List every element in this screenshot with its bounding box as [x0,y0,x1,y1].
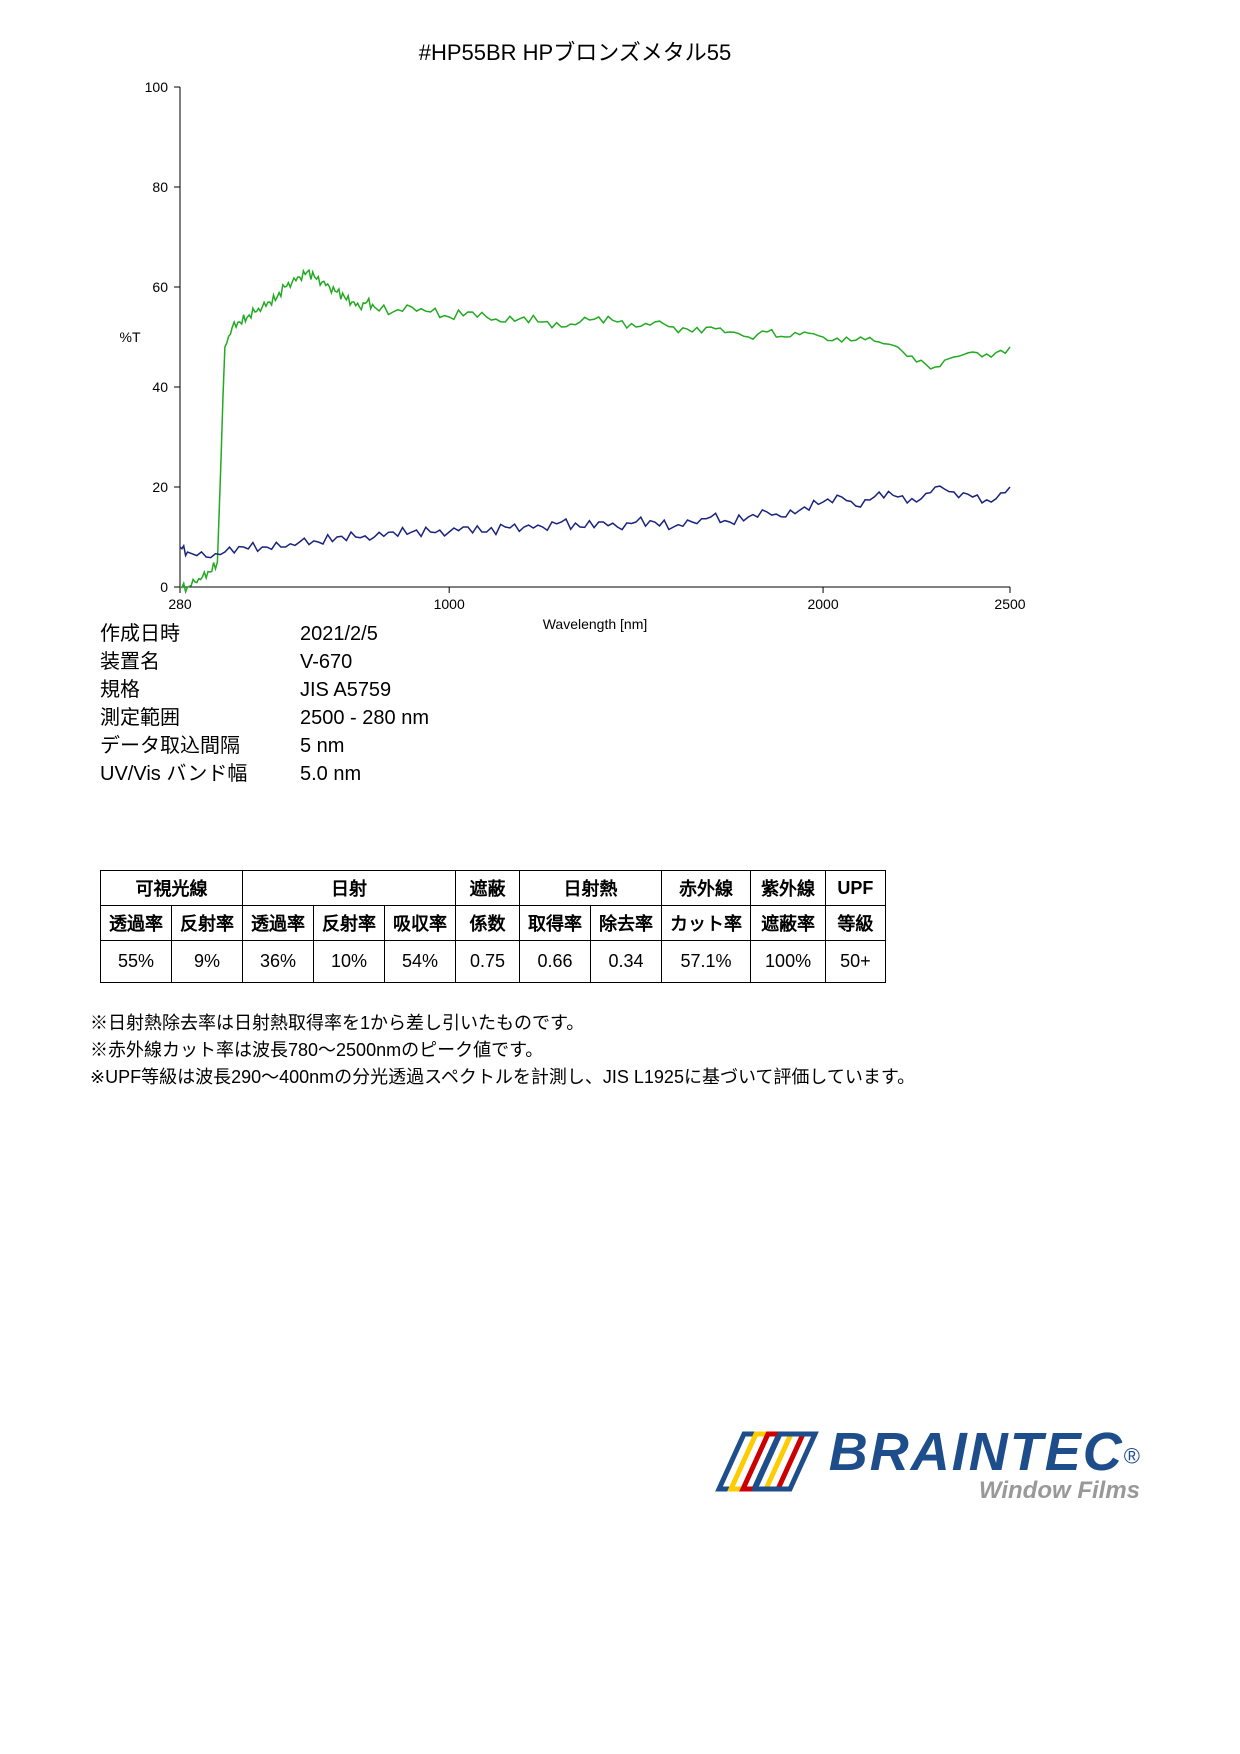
logo-main-text: BRAINTEC [829,1422,1124,1482]
table-header-col: 取得率 [520,906,591,941]
table-cell: 0.75 [456,941,520,983]
svg-text:20: 20 [152,479,168,495]
table-cell: 9% [172,941,243,983]
table-cell: 55% [101,941,172,983]
table-header-group: UPF [826,871,886,906]
table-header-col: 除去率 [591,906,662,941]
table-header-col: 遮蔽率 [751,906,826,941]
note-line: ※UPF等級は波長290～400nmの分光透過スペクトルを計測し、JIS L19… [90,1064,915,1091]
notes-block: ※日射熱除去率は日射熱取得率を1から差し引いたものです。※赤外線カット率は波長7… [90,1010,915,1091]
metadata-block: 作成日時2021/2/5装置名V-670規格JIS A5759測定範囲2500 … [100,620,429,788]
table-header-group: 紫外線 [751,871,826,906]
svg-text:0: 0 [160,579,168,595]
metadata-value: 5.0 nm [300,760,361,788]
table-cell: 57.1% [662,941,751,983]
metadata-value: 2021/2/5 [300,620,378,648]
svg-text:1000: 1000 [434,596,465,612]
table-header-col: 透過率 [243,906,314,941]
table-header-group: 日射 [243,871,456,906]
metadata-label: データ取込間隔 [100,732,300,760]
logo: BRAINTEC® Window Films [709,1424,1140,1504]
svg-text:280: 280 [168,596,192,612]
svg-text:80: 80 [152,179,168,195]
table-header-group: 赤外線 [662,871,751,906]
table-header-col: 反射率 [314,906,385,941]
metadata-row: 規格JIS A5759 [100,676,429,704]
table-cell: 50+ [826,941,886,983]
svg-text:100: 100 [145,79,169,95]
metadata-value: 2500 - 280 nm [300,704,429,732]
logo-icon [709,1424,819,1504]
svg-text:2500: 2500 [994,596,1025,612]
svg-text:60: 60 [152,279,168,295]
table-cell: 0.66 [520,941,591,983]
metadata-row: 作成日時2021/2/5 [100,620,429,648]
metadata-row: UV/Vis バンド幅5.0 nm [100,760,429,788]
svg-text:Wavelength [nm]: Wavelength [nm] [543,616,648,632]
table-header-col: 係数 [456,906,520,941]
metadata-label: 装置名 [100,648,300,676]
table-cell: 10% [314,941,385,983]
metadata-label: 規格 [100,676,300,704]
table-header-col: 等級 [826,906,886,941]
metadata-label: UV/Vis バンド幅 [100,760,300,788]
spectral-chart: 0 20 40 60 80 100 280 1000 2000 2500 %T Wavelength … [100,77,1050,637]
note-line: ※赤外線カット率は波長780～2500nmのピーク値です。 [90,1037,915,1064]
table-header-col: 反射率 [172,906,243,941]
table-header-col: カット率 [662,906,751,941]
svg-text:2000: 2000 [807,596,838,612]
table-cell: 36% [243,941,314,983]
metadata-value: V-670 [300,648,352,676]
logo-sub-text: Window Films [829,1479,1140,1503]
table-cell: 54% [385,941,456,983]
metadata-label: 作成日時 [100,620,300,648]
logo-text: BRAINTEC® Window Films [829,1425,1140,1503]
svg-text:40: 40 [152,379,168,395]
metadata-row: データ取込間隔5 nm [100,732,429,760]
svg-text:%T: %T [120,329,141,345]
chart-title: #HP55BR HPブロンズメタル55 [100,35,1050,67]
data-table: 可視光線日射遮蔽日射熱赤外線紫外線UPF透過率反射率透過率反射率吸収率係数取得率… [100,870,886,983]
metadata-value: JIS A5759 [300,676,391,704]
table-header-col: 透過率 [101,906,172,941]
table-header-group: 日射熱 [520,871,662,906]
table-header-col: 吸収率 [385,906,456,941]
table-cell: 100% [751,941,826,983]
note-line: ※日射熱除去率は日射熱取得率を1から差し引いたものです。 [90,1010,915,1037]
logo-reg-mark: ® [1124,1444,1140,1469]
metadata-row: 装置名V-670 [100,648,429,676]
table-cell: 0.34 [591,941,662,983]
table-header-group: 可視光線 [101,871,243,906]
table-header-group: 遮蔽 [456,871,520,906]
chart-container: #HP55BR HPブロンズメタル55 0 20 40 60 80 100 280 1000 2… [100,35,1050,637]
metadata-row: 測定範囲2500 - 280 nm [100,704,429,732]
metadata-label: 測定範囲 [100,704,300,732]
metadata-value: 5 nm [300,732,344,760]
